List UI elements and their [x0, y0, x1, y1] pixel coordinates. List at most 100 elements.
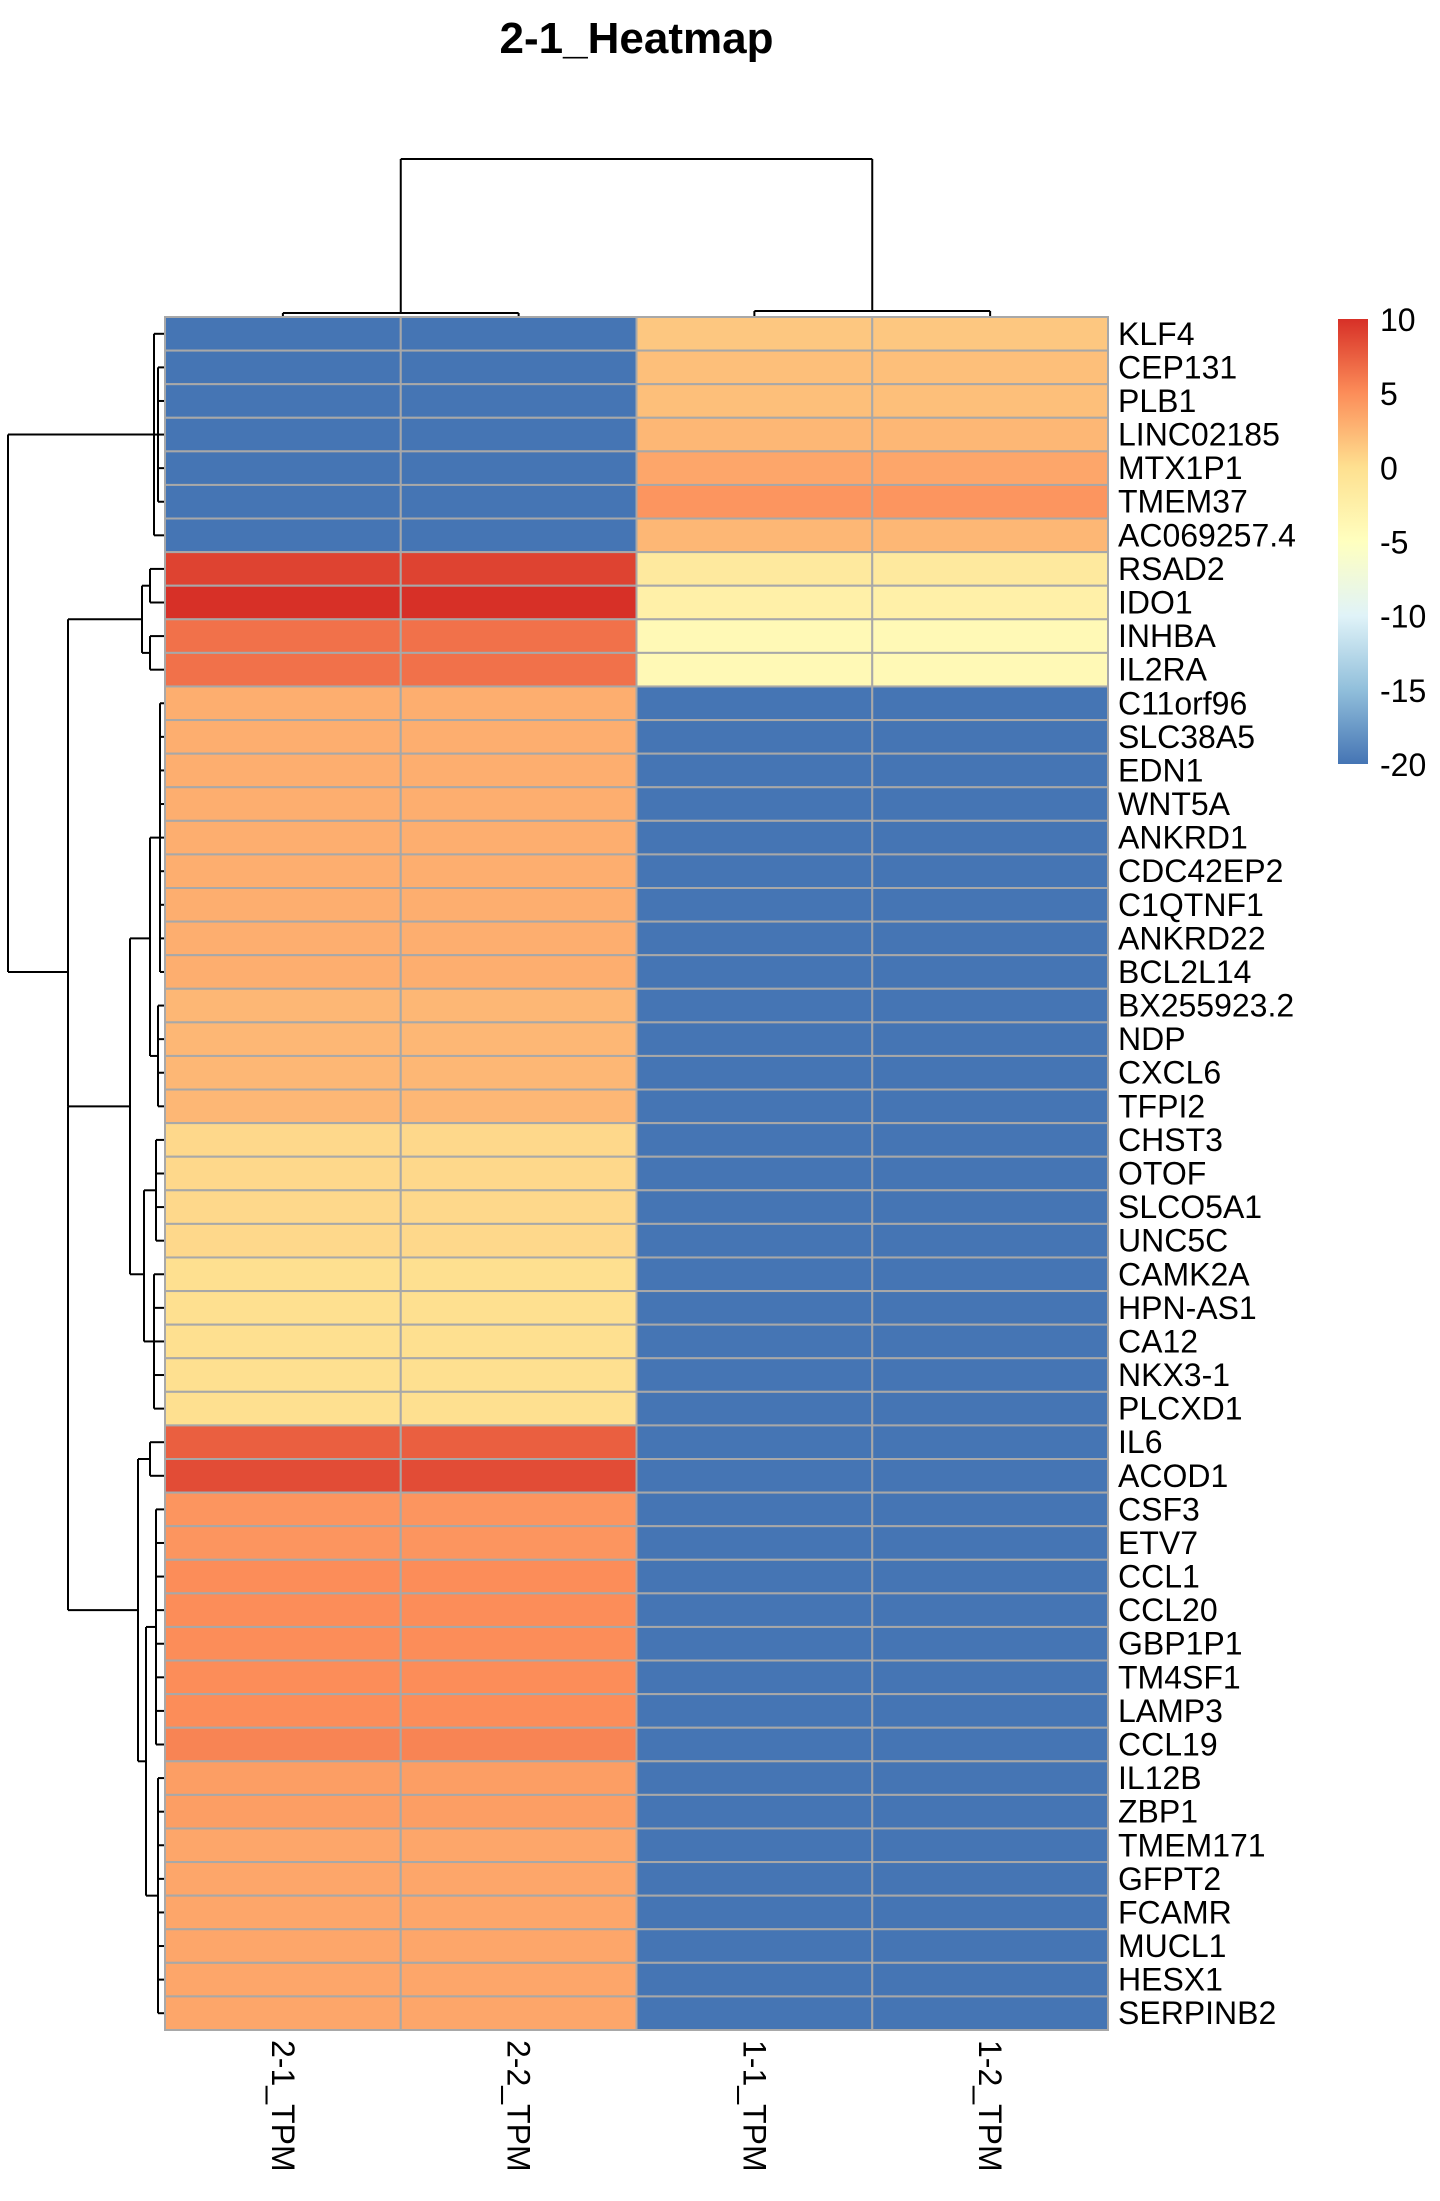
- row-label: SERPINB2: [1118, 1995, 1276, 2031]
- heatmap-cell: [635, 1592, 874, 1628]
- row-label: NKX3-1: [1118, 1357, 1230, 1393]
- row-label: FCAMR: [1118, 1894, 1232, 1930]
- heatmap-cell: [871, 551, 1109, 587]
- heatmap-cell: [164, 1088, 402, 1125]
- row-label: IL12B: [1118, 1760, 1202, 1796]
- row-label: RSAD2: [1118, 551, 1225, 587]
- heatmap-cell: [635, 584, 874, 621]
- heatmap-cell: [871, 1558, 1109, 1595]
- heatmap-cell: [871, 1961, 1109, 1998]
- heatmap-cell: [399, 1088, 638, 1125]
- heatmap-cell: [635, 316, 874, 352]
- heatmap-cell: [164, 1424, 402, 1460]
- column-label: 1-2_TPM: [972, 2040, 1008, 2172]
- heatmap-cell: [164, 1189, 402, 1225]
- legend-tick-label: -20: [1380, 747, 1426, 783]
- heatmap-cell: [635, 887, 874, 923]
- heatmap-cell: [635, 1122, 874, 1158]
- row-label: TMEM171: [1118, 1827, 1266, 1863]
- heatmap-cell: [164, 1693, 402, 1729]
- row-label: BCL2L14: [1118, 954, 1251, 990]
- row-dendrogram: [7, 332, 165, 2015]
- heatmap-cell: [399, 1054, 638, 1091]
- row-label: CSF3: [1118, 1491, 1200, 1527]
- heatmap-cell: [871, 1256, 1109, 1293]
- heatmap-cell: [164, 685, 402, 722]
- row-label: INHBA: [1118, 618, 1216, 654]
- heatmap-cell: [871, 1625, 1109, 1662]
- heatmap-cell: [399, 1760, 638, 1796]
- row-label: ACOD1: [1118, 1458, 1228, 1494]
- heatmap-cell: [635, 920, 874, 957]
- heatmap-cell: [164, 1222, 402, 1259]
- heatmap-cell: [164, 1323, 402, 1360]
- heatmap-cell: [399, 752, 638, 789]
- heatmap-cell: [635, 1760, 874, 1796]
- row-label: SLC38A5: [1118, 719, 1255, 755]
- heatmap-cell: [871, 1021, 1109, 1057]
- row-label: ANKRD22: [1118, 920, 1266, 956]
- heatmap-cell: [635, 1054, 874, 1091]
- row-label: C11orf96: [1118, 685, 1247, 721]
- heatmap-cell: [164, 1491, 402, 1528]
- heatmap-cell: [399, 316, 638, 352]
- heatmap-cell: [871, 987, 1109, 1024]
- heatmap-cell: [635, 551, 874, 587]
- heatmap-cell: [164, 786, 402, 822]
- row-label: CCL20: [1118, 1592, 1218, 1628]
- heatmap-cell: [635, 954, 874, 990]
- heatmap-cell: [164, 316, 402, 352]
- heatmap-cell: [635, 383, 874, 419]
- row-label: CDC42EP2: [1118, 853, 1283, 889]
- heatmap-cell: [871, 1793, 1109, 1830]
- heatmap-cell: [164, 1861, 402, 1897]
- row-label: CCL1: [1118, 1559, 1200, 1595]
- heatmap-cell: [635, 1625, 874, 1662]
- heatmap-cell: [399, 685, 638, 722]
- heatmap-cell: [635, 1525, 874, 1561]
- heatmap-cell: [164, 1793, 402, 1830]
- heatmap-cell: [635, 483, 874, 520]
- heatmap-cell: [871, 1491, 1109, 1528]
- heatmap-cell: [164, 584, 402, 621]
- heatmap-cell: [871, 618, 1109, 654]
- heatmap-cell: [871, 1222, 1109, 1259]
- heatmap-cell: [164, 383, 402, 419]
- heatmap-cell: [635, 1458, 874, 1494]
- heatmap-cell: [635, 349, 874, 386]
- row-label: CEP131: [1118, 349, 1237, 385]
- legend-colorbar: [1338, 319, 1368, 764]
- heatmap-cell: [164, 1659, 402, 1696]
- heatmap-cell: [871, 1122, 1109, 1158]
- heatmap-cell: [164, 1827, 402, 1864]
- heatmap-cell: [635, 1961, 874, 1998]
- heatmap-cell: [399, 920, 638, 957]
- heatmap-cell: [399, 1458, 638, 1494]
- heatmap-cell: [635, 1323, 874, 1360]
- heatmap-cell: [399, 1256, 638, 1293]
- column-dendrogram: [281, 158, 992, 317]
- heatmap-cell: [164, 450, 402, 486]
- heatmap-cell: [164, 887, 402, 923]
- row-label: IL6: [1118, 1424, 1162, 1460]
- heatmap-cell: [399, 450, 638, 486]
- row-label: MTX1P1: [1118, 450, 1242, 486]
- heatmap-cell: [871, 1592, 1109, 1628]
- heatmap-cell: [871, 1894, 1109, 1931]
- heatmap-cell: [399, 1357, 638, 1393]
- heatmap-cell: [164, 551, 402, 587]
- legend-tick-label: -10: [1380, 599, 1426, 635]
- row-label: ANKRD1: [1118, 820, 1248, 856]
- heatmap-cell: [399, 1659, 638, 1696]
- heatmap-cell: [871, 786, 1109, 822]
- heatmap-cell: [871, 954, 1109, 990]
- heatmap-cell: [871, 1760, 1109, 1796]
- heatmap-cell: [164, 1290, 402, 1326]
- heatmap-cell: [871, 1155, 1109, 1192]
- heatmap-cell: [871, 920, 1109, 957]
- heatmap-cell: [399, 1189, 638, 1225]
- heatmap-cell: [635, 1793, 874, 1830]
- heatmap-cell: [871, 853, 1109, 889]
- heatmap-cell: [399, 1222, 638, 1259]
- heatmap-cell: [871, 383, 1109, 419]
